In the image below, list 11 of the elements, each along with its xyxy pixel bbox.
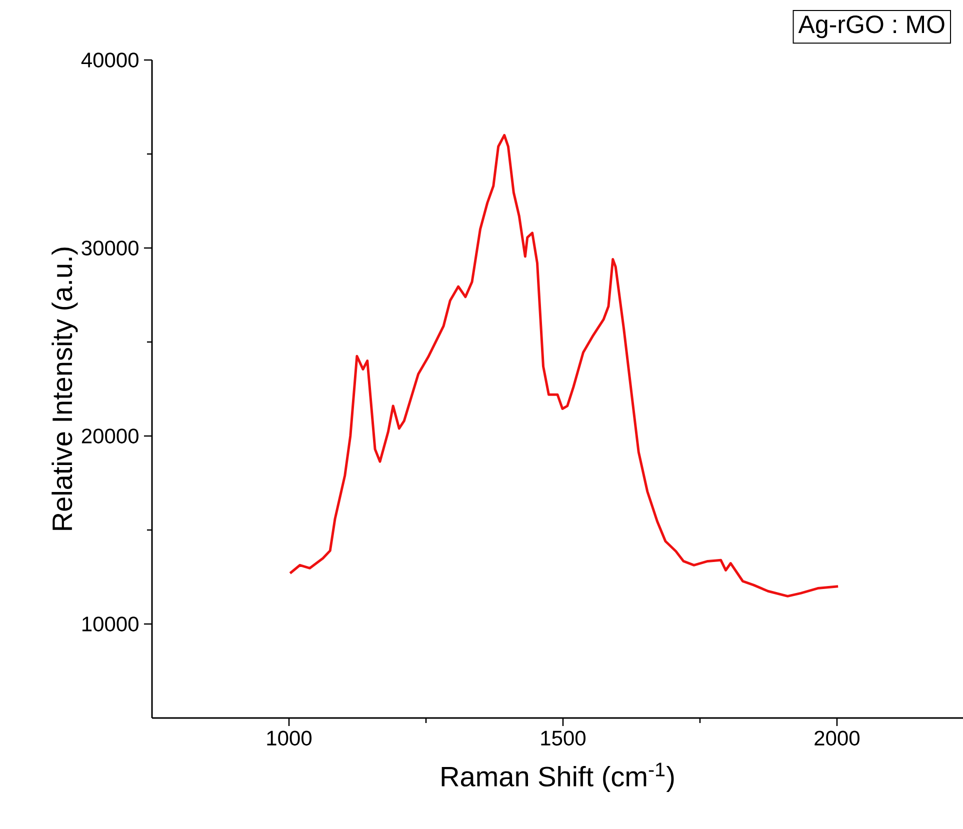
x-axis-title: Raman Shift (cm$^{-1}$) [442, 762, 674, 792]
x-tick-label: 2000 [814, 730, 860, 746]
y-tick-label: 40000 [81, 52, 138, 68]
y-axis-title: Relative Intensity (a.u.) [52, 248, 78, 530]
line-series [288, 134, 840, 598]
y-tick-label: 10000 [82, 616, 138, 632]
text: Ag-rGO : MO [798, 15, 944, 38]
x-tick-label: 1000 [267, 730, 312, 746]
y-tick-label: 30000 [82, 240, 138, 256]
x-tick-label: 1500 [541, 730, 586, 746]
y-tick-label: 20000 [82, 428, 138, 444]
